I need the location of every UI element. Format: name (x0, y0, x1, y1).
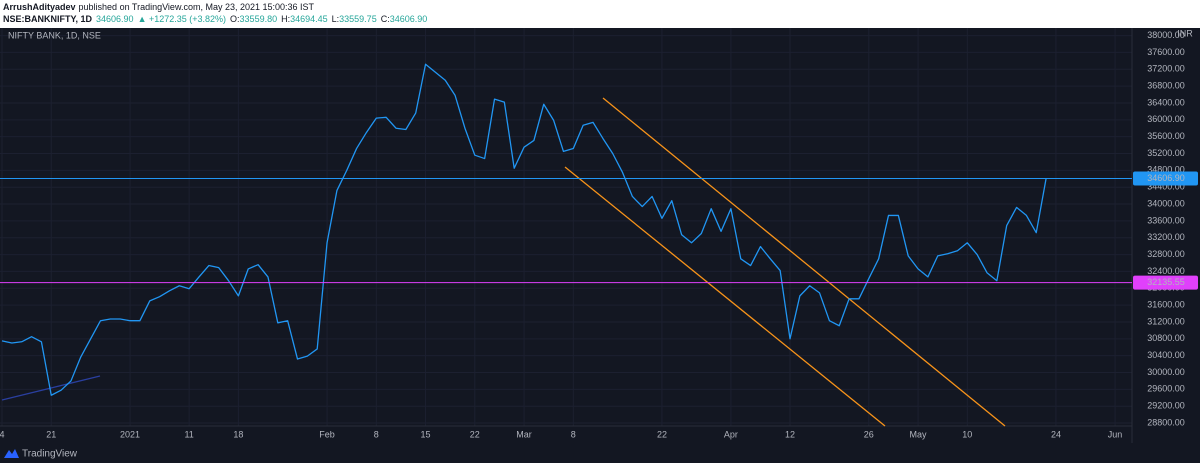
x-tick-label: 15 (421, 429, 431, 439)
symbol: NSE:BANKNIFTY, 1D (3, 14, 93, 24)
last-price: 34606.90 (96, 14, 134, 24)
x-tick-label: 8 (374, 429, 379, 439)
grid (0, 28, 1132, 426)
channel-upper (602, 97, 1006, 427)
brand-logo (4, 449, 19, 458)
y-tick-label: 35600.00 (1147, 131, 1185, 141)
author: ArrushAdityadev (3, 2, 76, 12)
header-line-1: ArrushAdityadev published on TradingView.… (3, 2, 315, 12)
ohlc-value: 33559.80 (240, 14, 278, 24)
price-level-label: 32135.55 (1147, 277, 1185, 287)
y-tick-label: 37200.00 (1147, 64, 1185, 74)
x-tick-label: 4 (0, 429, 5, 439)
y-tick-label: 29200.00 (1147, 401, 1185, 411)
ohlc-value: 34606.90 (390, 14, 428, 24)
header-background (0, 0, 1200, 28)
x-tick-label: Apr (724, 429, 738, 439)
y-tick-label: 32800.00 (1147, 249, 1185, 259)
published: published on TradingView.com, May 23, 20… (79, 2, 315, 12)
change: ▲ +1272.35 (+3.82%) (138, 14, 226, 24)
ohlc-label: L: (332, 14, 340, 24)
price-line (1, 63, 1047, 396)
price-level-tag (1133, 275, 1198, 290)
y-tick-label: 32400.00 (1147, 266, 1185, 276)
x-tick-label: 2021 (120, 429, 140, 439)
channel-lower (564, 166, 886, 427)
y-tick-label: 36400.00 (1147, 97, 1185, 107)
header-line-2: NSE:BANKNIFTY, 1D 34606.90 ▲ +1272.35 (+3.… (3, 14, 427, 24)
price-level-tag (1133, 171, 1198, 186)
x-tick-label: 22 (470, 429, 480, 439)
y-tick-label: 37600.00 (1147, 47, 1185, 57)
ohlc-label: H: (281, 14, 290, 24)
y-tick-label: 31600.00 (1147, 300, 1185, 310)
y-tick-label: 34800.00 (1147, 165, 1185, 175)
y-tick-label: 33600.00 (1147, 215, 1185, 225)
y-tick-label: 35200.00 (1147, 148, 1185, 158)
ohlc-label: C: (381, 14, 390, 24)
ohlc-value: 34694.45 (290, 14, 328, 24)
x-tick-label: 22 (657, 429, 667, 439)
y-tick-label: 30000.00 (1147, 367, 1185, 377)
y-tick-label: 33200.00 (1147, 232, 1185, 242)
y-tick-label: 30400.00 (1147, 350, 1185, 360)
x-tick-label: Feb (319, 429, 335, 439)
trend-line (1, 375, 101, 401)
y-tick-label: 34000.00 (1147, 198, 1185, 208)
x-tick-label: 12 (785, 429, 795, 439)
x-tick-label: 24 (1051, 429, 1061, 439)
x-tick-label: 8 (571, 429, 576, 439)
chart-subtitle: NIFTY BANK, 1D, NSE (8, 30, 101, 40)
x-tick-label: 11 (184, 429, 193, 439)
x-tick-label: 21 (46, 429, 56, 439)
ohlc-label: O: (230, 14, 240, 24)
brand: TradingView (22, 449, 78, 460)
marks (0, 63, 1132, 396)
y-tick-label: 31200.00 (1147, 316, 1185, 326)
y-tick-label: 36800.00 (1147, 80, 1185, 90)
x-tick-label: May (910, 429, 928, 439)
x-tick-label: 10 (962, 429, 972, 439)
x-tick-label: 26 (864, 429, 874, 439)
y-tick-label: 34400.00 (1147, 182, 1185, 192)
x-tick-label: Jun (1108, 429, 1123, 439)
y-tick-label: 28800.00 (1147, 417, 1185, 427)
y-tick-label: 29600.00 (1147, 384, 1185, 394)
y-tick-label: 36000.00 (1147, 114, 1185, 124)
y-tick-label: 38000.00 (1147, 30, 1185, 40)
y-tick-label: 30800.00 (1147, 333, 1185, 343)
x-tick-label: Mar (516, 429, 532, 439)
ohlc-value: 33559.75 (339, 14, 377, 24)
x-tick-label: 18 (233, 429, 243, 439)
currency: INR (1177, 28, 1193, 38)
price-level-label: 34606.90 (1147, 173, 1185, 183)
